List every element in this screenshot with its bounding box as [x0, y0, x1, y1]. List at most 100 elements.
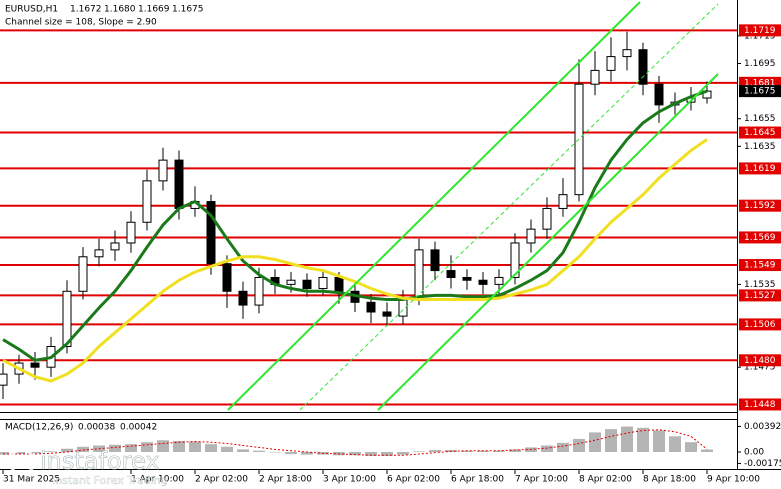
macd-bar [685, 442, 697, 452]
candle-body [158, 159, 168, 182]
moving-average [2, 89, 708, 362]
x-tick-label: 8 Apr 02:00 [579, 475, 632, 485]
candle-body [638, 49, 648, 85]
level-label-box [739, 289, 781, 302]
macd-bar [701, 449, 713, 452]
candle-body [222, 263, 232, 292]
y-tick-label: 1.1635 [744, 142, 776, 152]
candle-body [462, 276, 472, 281]
macd-bar [301, 452, 313, 455]
channel-upper [227, 1, 641, 411]
candle-body [478, 279, 488, 285]
macd-bar [589, 432, 601, 452]
candle-body [430, 249, 440, 272]
x-tick-label: 9 Apr 10:00 [707, 475, 760, 485]
macd-bar [477, 450, 489, 452]
y-tick-label: 0.00 [744, 448, 764, 458]
level-label: 1.1448 [744, 400, 776, 410]
level-label: 1.1645 [744, 128, 776, 138]
level-label-box [739, 162, 781, 175]
header-value: 1.1680 [104, 5, 136, 15]
macd-bar [493, 450, 505, 452]
candle-body [590, 69, 600, 85]
channel-lower [377, 73, 719, 411]
x-tick-label: 6 Apr 02:00 [387, 475, 440, 485]
candle-body [542, 207, 552, 230]
level-label: 1.1619 [744, 164, 776, 174]
x-tick-label: 2 Apr 18:00 [259, 475, 312, 485]
macd-bar [125, 444, 137, 452]
x-tick-label: 7 Apr 10:00 [515, 475, 568, 485]
macd-signal [3, 429, 708, 456]
x-tick-label: 6 Apr 18:00 [451, 475, 504, 485]
candle-body [110, 242, 120, 251]
macd-bar [621, 426, 633, 452]
macd-bar [29, 452, 41, 454]
candle-body [0, 373, 8, 386]
macd-bar [157, 440, 169, 452]
macd-bar [109, 444, 121, 452]
level-label-box [739, 259, 781, 272]
candle-body [238, 290, 248, 306]
macd-bar [237, 449, 249, 452]
level-label: 1.1569 [744, 233, 776, 243]
candle-body [174, 159, 184, 209]
macd-bar [285, 452, 297, 454]
macd-header-value: 0.00038 [78, 423, 115, 433]
level-label-box [739, 231, 781, 244]
level-label-box [739, 318, 781, 331]
candle-body [606, 56, 616, 71]
header-value: 1.1669 [138, 5, 170, 15]
x-tick-label: 1 Apr 10:00 [131, 475, 184, 485]
candle-body [302, 279, 312, 290]
macd-bar [0, 452, 9, 455]
level-label: 1.1549 [744, 261, 776, 271]
main-panel [0, 29, 741, 474]
level-label: 1.1506 [744, 320, 776, 330]
macd-bar [557, 442, 569, 452]
level-label-box [739, 398, 781, 411]
macd-bar [573, 438, 585, 452]
watermark-logo [8, 448, 36, 476]
candle-body [446, 270, 456, 278]
level-label-box [739, 126, 781, 139]
macd-bar [653, 430, 665, 452]
candle-body [126, 221, 136, 244]
candle-body [286, 279, 296, 285]
macd-bar [605, 429, 617, 452]
candle-body [494, 276, 504, 285]
channel-middle [299, 3, 719, 411]
macd-bar [221, 446, 233, 452]
macd-bar [61, 448, 73, 452]
level-label: 1.1719 [744, 26, 776, 36]
macd-bar [541, 445, 553, 452]
macd-bar [349, 452, 361, 456]
macd-bar [269, 452, 281, 453]
x-tick-label: 31 Mar 2025 [3, 475, 60, 485]
watermark-tagline: Instant Forex Trading [52, 474, 168, 487]
channel-info: Channel size = 108, Slope = 2.90 [5, 18, 157, 28]
macd-bar [461, 450, 473, 452]
candle-body [366, 301, 376, 313]
candle-body [526, 228, 536, 244]
y-tick-label: 1.1695 [744, 59, 776, 69]
macd-bar [189, 441, 201, 452]
level-label: 1.1480 [744, 356, 776, 366]
x-tick-label: 8 Apr 18:00 [643, 475, 696, 485]
macd-bar [365, 452, 377, 456]
macd-bar [397, 452, 409, 455]
macd-bar [173, 440, 185, 452]
candle-body [206, 201, 216, 265]
level-label: 1.1592 [744, 201, 776, 211]
macd-bar [413, 451, 425, 452]
candle-body [414, 249, 424, 299]
macd-header-value: 0.00042 [120, 423, 157, 433]
macd-bar [141, 442, 153, 452]
moving-average [2, 138, 708, 383]
y-tick-label: 1.1655 [744, 114, 776, 124]
candle-body [254, 276, 264, 306]
x-tick-label: 2 Apr 02:00 [195, 475, 248, 485]
macd-bar [253, 450, 265, 452]
candle-body [62, 290, 72, 347]
